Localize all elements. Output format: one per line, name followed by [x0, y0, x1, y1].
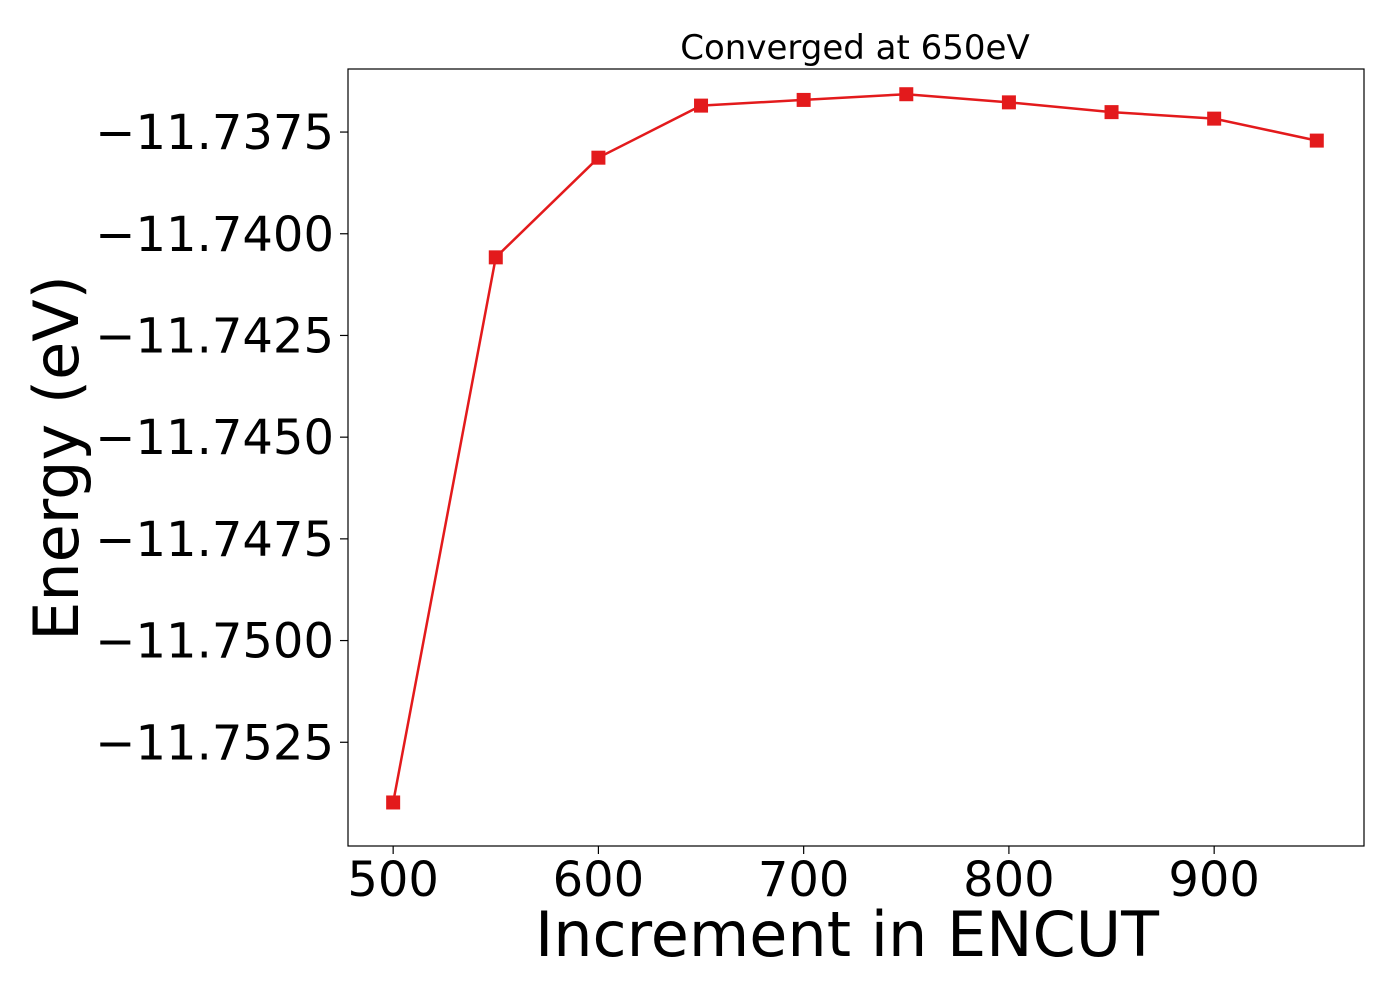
- plot-frame: [347, 68, 1365, 847]
- y-tick-label: −11.7375: [95, 105, 334, 161]
- chart-title: Converged at 650eV: [680, 28, 1029, 68]
- data-point: [694, 98, 709, 113]
- y-tick-label: −11.7400: [95, 207, 334, 263]
- y-tick-label: −11.7525: [95, 715, 334, 771]
- x-tick-label: 700: [758, 852, 850, 908]
- x-tick-label: 900: [1168, 852, 1260, 908]
- y-tick-label: −11.7450: [95, 410, 334, 466]
- y-axis-label: Energy (eV): [20, 275, 93, 641]
- data-point: [591, 150, 606, 165]
- data-point: [1207, 111, 1222, 126]
- x-tick-label: 500: [347, 852, 439, 908]
- data-point: [386, 795, 401, 810]
- data-point: [1001, 95, 1016, 110]
- series-line: [391, 92, 1318, 803]
- x-axis-label: Increment in ENCUT: [535, 898, 1160, 971]
- data-point: [899, 87, 914, 102]
- y-tick-label: −11.7425: [95, 308, 334, 364]
- x-tick-label: 600: [553, 852, 645, 908]
- series-layer: [386, 87, 1324, 810]
- data-point: [1309, 133, 1324, 148]
- data-point: [796, 92, 811, 107]
- data-point: [1104, 105, 1119, 120]
- y-tick-label: −11.7475: [95, 512, 334, 568]
- y-tick-label: −11.7500: [95, 614, 334, 670]
- y-axis-ticks: −11.7375 −11.7400 −11.7425 −11.7450 −11.7475…: [95, 105, 348, 771]
- x-axis-ticks: 500 600 700 800 900: [347, 846, 1260, 908]
- data-point: [488, 250, 503, 265]
- x-tick-label: 800: [963, 852, 1055, 908]
